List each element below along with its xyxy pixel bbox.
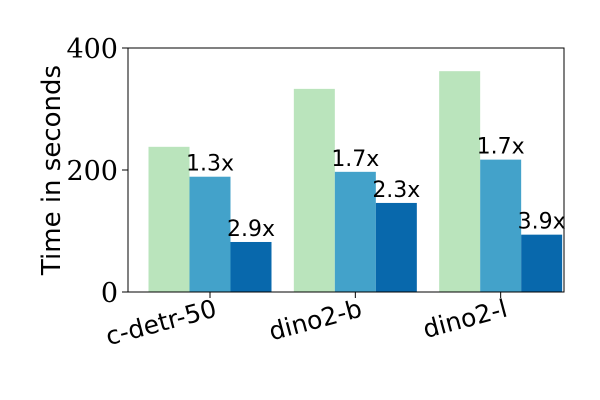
y-tick-label: 200 — [66, 156, 118, 187]
y-tick-label: 0 — [101, 278, 118, 309]
bar-dino2-l-series-2 — [480, 159, 522, 292]
bar-c-detr-50-series-2 — [189, 176, 231, 292]
y-tick-label: 400 — [66, 34, 118, 65]
bar-value-label: 1.7x — [477, 135, 525, 160]
bar-dino2-b-series-2 — [334, 171, 376, 292]
x-tick-label: dino2-l — [420, 294, 510, 344]
bar-dino2-l-series-1 — [439, 71, 481, 293]
bar-value-label: 2.9x — [227, 217, 275, 242]
bar-dino2-b-series-3 — [375, 202, 417, 292]
bar-value-label: 1.7x — [331, 147, 379, 172]
x-tick-label: dino2-b — [266, 294, 365, 347]
y-axis-label: Time in seconds — [37, 65, 67, 276]
bar-value-label: 3.9x — [518, 210, 566, 235]
x-tick-label: c-detr-50 — [103, 294, 220, 351]
bar-value-label: 2.3x — [372, 178, 420, 203]
bar-dino2-b-series-1 — [293, 88, 335, 293]
bar-c-detr-50-series-1 — [148, 146, 190, 292]
bar-c-detr-50-series-3 — [230, 241, 272, 292]
bar-dino2-l-series-3 — [521, 234, 563, 292]
bar-value-label: 1.3x — [186, 152, 234, 177]
